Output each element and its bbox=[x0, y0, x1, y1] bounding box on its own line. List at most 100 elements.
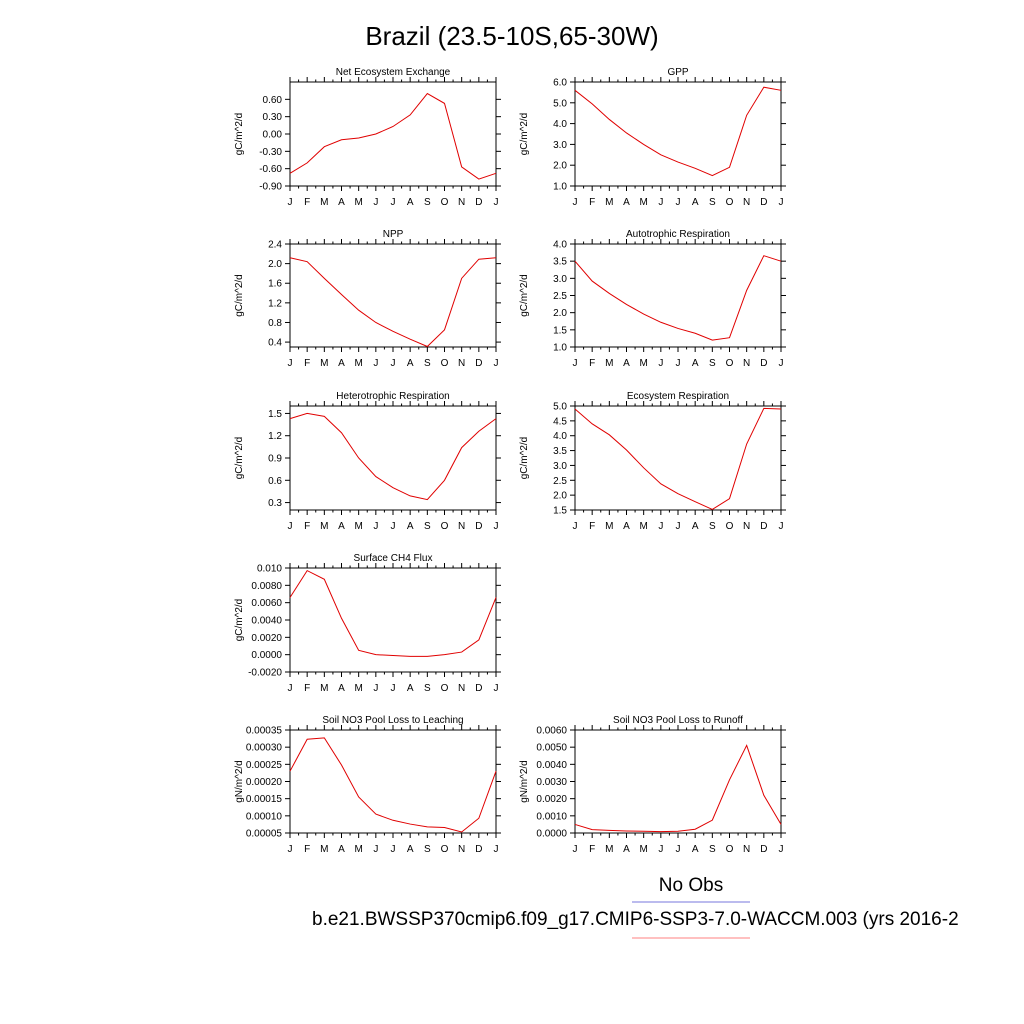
x-tick-label: F bbox=[589, 358, 595, 369]
x-tick-label: J bbox=[391, 844, 396, 855]
x-tick-label: D bbox=[760, 844, 767, 855]
legend-obs-label: No Obs bbox=[659, 875, 723, 896]
x-tick-label: N bbox=[458, 683, 465, 694]
y-tick-label: 0.00030 bbox=[246, 743, 283, 754]
x-tick-label: D bbox=[475, 683, 482, 694]
y-tick-label: 0.30 bbox=[263, 112, 283, 123]
x-tick-label: M bbox=[354, 358, 362, 369]
y-tick-label: -0.0020 bbox=[248, 668, 282, 679]
x-tick-label: A bbox=[407, 683, 414, 694]
x-tick-label: J bbox=[779, 521, 784, 532]
x-tick-label: F bbox=[589, 844, 595, 855]
x-tick-label: F bbox=[304, 844, 310, 855]
x-tick-label: J bbox=[391, 683, 396, 694]
x-tick-label: N bbox=[743, 844, 750, 855]
y-tick-label: 2.0 bbox=[553, 161, 567, 172]
y-axis-label: gC/m^2/d bbox=[519, 437, 530, 480]
x-tick-label: J bbox=[494, 521, 499, 532]
plot-frame bbox=[289, 567, 497, 673]
series-line bbox=[574, 255, 782, 341]
x-tick-label: S bbox=[424, 521, 431, 532]
y-tick-label: 0.00025 bbox=[246, 760, 283, 771]
y-axis-label: gC/m^2/d bbox=[234, 113, 245, 156]
x-tick-label: O bbox=[726, 197, 734, 208]
x-tick-label: A bbox=[623, 358, 630, 369]
x-tick-label: A bbox=[338, 844, 345, 855]
x-tick-label: M bbox=[605, 197, 613, 208]
y-axis-label: gC/m^2/d bbox=[234, 437, 245, 480]
y-tick-label: 3.0 bbox=[553, 140, 567, 151]
x-tick-label: D bbox=[760, 521, 767, 532]
y-tick-label: 0.00010 bbox=[246, 811, 283, 822]
y-tick-label: 0.00035 bbox=[246, 726, 283, 737]
series-line bbox=[289, 569, 497, 657]
x-tick-label: O bbox=[726, 844, 734, 855]
x-tick-label: S bbox=[424, 683, 431, 694]
x-tick-label: F bbox=[304, 521, 310, 532]
y-tick-label: 0.00020 bbox=[246, 777, 283, 788]
x-tick-label: A bbox=[338, 197, 345, 208]
x-tick-label: M bbox=[320, 521, 328, 532]
series-line bbox=[289, 737, 497, 833]
y-tick-label: 3.0 bbox=[553, 461, 567, 472]
y-tick-label: 0.0060 bbox=[251, 598, 282, 609]
x-tick-label: J bbox=[373, 844, 378, 855]
x-tick-label: M bbox=[354, 844, 362, 855]
panel-heterotrophic-respiration: Heterotrophic Respiration gC/m^2/d 1.5 1.2 0… bbox=[234, 391, 501, 532]
y-tick-label: 0.6 bbox=[268, 476, 282, 487]
x-tick-label: S bbox=[709, 358, 716, 369]
series-line bbox=[574, 407, 782, 510]
y-tick-label: 2.0 bbox=[553, 308, 567, 319]
x-tick-label: S bbox=[709, 197, 716, 208]
y-tick-label: 4.0 bbox=[553, 240, 567, 251]
x-tick-label: A bbox=[623, 844, 630, 855]
x-tick-label: M bbox=[605, 844, 613, 855]
x-tick-label: D bbox=[760, 197, 767, 208]
x-tick-label: M bbox=[320, 197, 328, 208]
x-tick-label: J bbox=[288, 521, 293, 532]
x-tick-label: D bbox=[475, 521, 482, 532]
y-tick-label: 2.0 bbox=[553, 491, 567, 502]
plot-frame bbox=[289, 729, 497, 834]
x-tick-label: A bbox=[338, 521, 345, 532]
x-tick-label: J bbox=[573, 358, 578, 369]
y-tick-label: -0.90 bbox=[259, 182, 282, 193]
y-tick-label: -0.60 bbox=[259, 164, 282, 175]
y-tick-label: 0.0010 bbox=[536, 811, 567, 822]
x-tick-label: D bbox=[475, 844, 482, 855]
series-line bbox=[574, 86, 782, 177]
plot-frame bbox=[289, 405, 497, 511]
x-tick-label: J bbox=[573, 197, 578, 208]
y-tick-label: 1.0 bbox=[553, 182, 567, 193]
x-tick-label: N bbox=[743, 197, 750, 208]
x-tick-label: N bbox=[458, 844, 465, 855]
x-tick-label: O bbox=[726, 521, 734, 532]
x-tick-label: M bbox=[605, 521, 613, 532]
plot-frame bbox=[574, 81, 782, 187]
x-tick-label: F bbox=[304, 197, 310, 208]
series-line bbox=[574, 744, 782, 833]
panel-title: GPP bbox=[667, 67, 688, 78]
y-tick-label: 1.2 bbox=[268, 431, 282, 442]
panel-title: Ecosystem Respiration bbox=[627, 391, 729, 402]
y-axis-label: gC/m^2/d bbox=[234, 599, 245, 642]
series-line bbox=[289, 92, 497, 180]
y-tick-label: 1.5 bbox=[553, 325, 567, 336]
y-tick-label: 5.0 bbox=[553, 98, 567, 109]
y-tick-label: 3.0 bbox=[553, 274, 567, 285]
x-tick-label: N bbox=[458, 521, 465, 532]
x-tick-label: J bbox=[494, 197, 499, 208]
x-tick-label: J bbox=[573, 521, 578, 532]
x-tick-label: A bbox=[338, 683, 345, 694]
panel-title: NPP bbox=[383, 229, 404, 240]
x-tick-label: J bbox=[676, 844, 681, 855]
y-tick-label: 0.0080 bbox=[251, 581, 282, 592]
x-tick-label: O bbox=[441, 197, 449, 208]
x-tick-label: J bbox=[779, 844, 784, 855]
figure-title: Brazil (23.5-10S,65-30W) bbox=[365, 21, 658, 51]
x-tick-label: J bbox=[391, 521, 396, 532]
x-tick-label: J bbox=[676, 521, 681, 532]
x-tick-label: A bbox=[692, 521, 699, 532]
